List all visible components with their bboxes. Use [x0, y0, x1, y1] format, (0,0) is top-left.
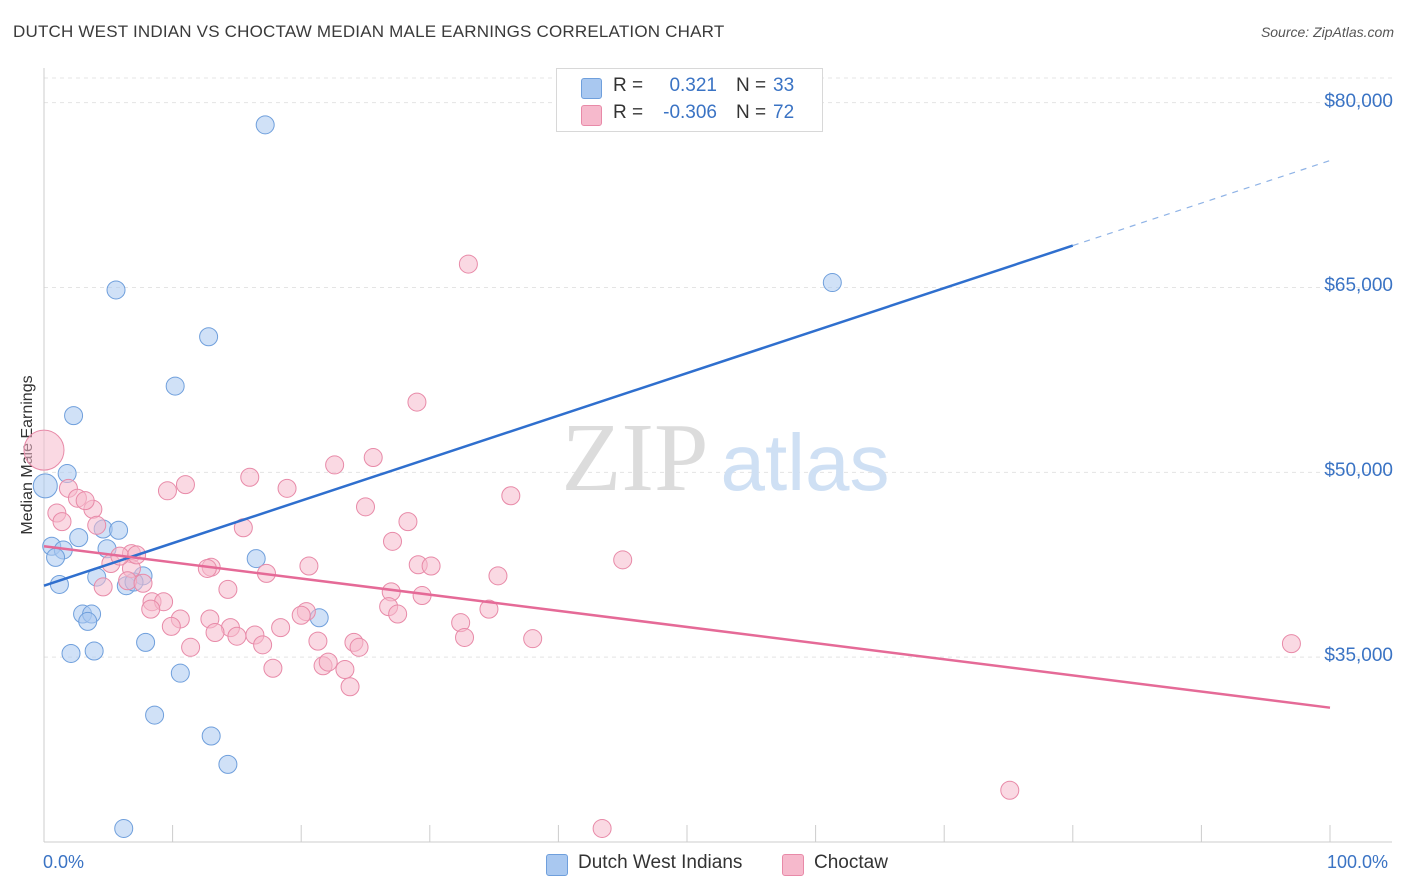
- legend-n-label: N =: [736, 102, 767, 123]
- point-dutch-west-indians: [46, 547, 66, 567]
- point-choctaw: [205, 623, 225, 643]
- point-choctaw: [407, 392, 427, 412]
- point-choctaw: [458, 254, 478, 274]
- point-choctaw: [363, 448, 383, 468]
- point-dutch-west-indians: [170, 663, 190, 683]
- point-choctaw: [240, 467, 260, 487]
- source-label: Source: ZipAtlas.com: [1260, 24, 1394, 40]
- trend-line-dutch-west-indians-extension: [1072, 159, 1331, 247]
- point-dutch-west-indians: [106, 280, 126, 300]
- legend-n-value: 72: [773, 102, 795, 123]
- point-dutch-west-indians: [136, 632, 156, 652]
- point-choctaw: [388, 604, 408, 624]
- point-choctaw: [1281, 634, 1301, 654]
- point-choctaw: [356, 497, 375, 517]
- point-choctaw: [75, 491, 95, 511]
- point-dutch-west-indians: [246, 549, 266, 569]
- point-choctaw: [133, 573, 153, 593]
- watermark-zip: ZIP: [562, 404, 709, 512]
- point-choctaw: [299, 556, 319, 576]
- x-tick-label-max: 100.0%: [1327, 852, 1389, 872]
- trend-lines: [43, 159, 1331, 709]
- trend-line-choctaw: [43, 545, 1331, 709]
- legend-r-value: 0.321: [669, 75, 717, 96]
- watermark-atlas: atlas: [721, 418, 890, 507]
- point-choctaw: [52, 512, 72, 532]
- point-dutch-west-indians: [114, 818, 134, 838]
- point-choctaw: [277, 478, 297, 498]
- point-choctaw: [421, 556, 441, 576]
- y-tick-label: $35,000: [1324, 645, 1393, 667]
- y-tick-label: $50,000: [1324, 460, 1393, 482]
- x-tick-label-min: 0.0%: [43, 852, 85, 872]
- point-choctaw: [325, 455, 345, 475]
- point-choctaw: [398, 512, 418, 532]
- point-choctaw: [455, 627, 475, 647]
- legend-r-label: R =: [613, 75, 644, 96]
- bottom-legend-swatch-pink: [782, 854, 804, 876]
- point-dutch-west-indians: [255, 115, 275, 135]
- point-choctaw: [23, 429, 65, 471]
- point-dutch-west-indians: [822, 273, 842, 293]
- legend-n-label: N =: [736, 75, 767, 96]
- legend-r-value: -0.306: [663, 102, 717, 123]
- point-dutch-west-indians: [201, 726, 221, 746]
- point-choctaw: [318, 652, 338, 672]
- point-choctaw: [175, 475, 195, 495]
- point-choctaw: [479, 599, 499, 619]
- point-dutch-west-indians: [145, 705, 165, 725]
- point-choctaw: [253, 635, 273, 655]
- legend-r-label: R =: [613, 102, 644, 123]
- data-points: [23, 115, 1301, 838]
- point-choctaw: [87, 515, 107, 535]
- point-choctaw: [308, 631, 328, 651]
- watermark: ZIP atlas: [562, 404, 890, 512]
- point-choctaw: [93, 577, 113, 597]
- legend-swatch-pink: [581, 105, 602, 126]
- point-dutch-west-indians: [69, 528, 89, 548]
- axes: [43, 68, 1392, 843]
- point-choctaw: [218, 579, 238, 599]
- point-choctaw: [523, 629, 543, 649]
- point-choctaw: [181, 637, 201, 657]
- bottom-legend-swatch-blue: [546, 854, 568, 876]
- y-tick-label: $80,000: [1324, 90, 1393, 112]
- correlation-legend: R = 0.321 N = 33 R = -0.306 N = 72: [556, 68, 823, 132]
- trend-line-dutch-west-indians: [43, 244, 1074, 587]
- point-choctaw: [488, 566, 508, 586]
- point-choctaw: [271, 618, 291, 638]
- legend-n-value: 33: [773, 75, 795, 96]
- point-choctaw: [613, 550, 633, 570]
- point-dutch-west-indians: [61, 643, 81, 663]
- point-dutch-west-indians: [109, 520, 129, 540]
- point-choctaw: [335, 659, 355, 679]
- point-choctaw: [227, 626, 247, 646]
- bottom-legend-label: Dutch West Indians: [578, 852, 743, 873]
- point-choctaw: [349, 637, 369, 657]
- chart-title: DUTCH WEST INDIAN VS CHOCTAW MEDIAN MALE…: [13, 22, 725, 41]
- point-choctaw: [501, 486, 521, 506]
- point-dutch-west-indians: [84, 641, 104, 661]
- point-choctaw: [291, 605, 311, 625]
- point-choctaw: [1000, 780, 1020, 800]
- bottom-legend-label: Choctaw: [814, 852, 888, 873]
- legend-swatch-blue: [581, 78, 602, 99]
- point-dutch-west-indians: [218, 754, 238, 774]
- point-dutch-west-indians: [78, 611, 98, 631]
- point-choctaw: [592, 818, 612, 838]
- point-choctaw: [340, 677, 360, 697]
- point-dutch-west-indians: [199, 327, 219, 347]
- point-dutch-west-indians: [64, 406, 84, 426]
- point-dutch-west-indians: [32, 473, 58, 499]
- point-choctaw: [141, 599, 161, 619]
- point-choctaw: [157, 481, 177, 501]
- point-choctaw: [383, 531, 403, 551]
- point-choctaw: [161, 616, 181, 636]
- point-dutch-west-indians: [165, 376, 185, 396]
- y-tick-label: $65,000: [1324, 275, 1393, 297]
- point-choctaw: [263, 658, 283, 678]
- grid-lines: [44, 77, 1392, 658]
